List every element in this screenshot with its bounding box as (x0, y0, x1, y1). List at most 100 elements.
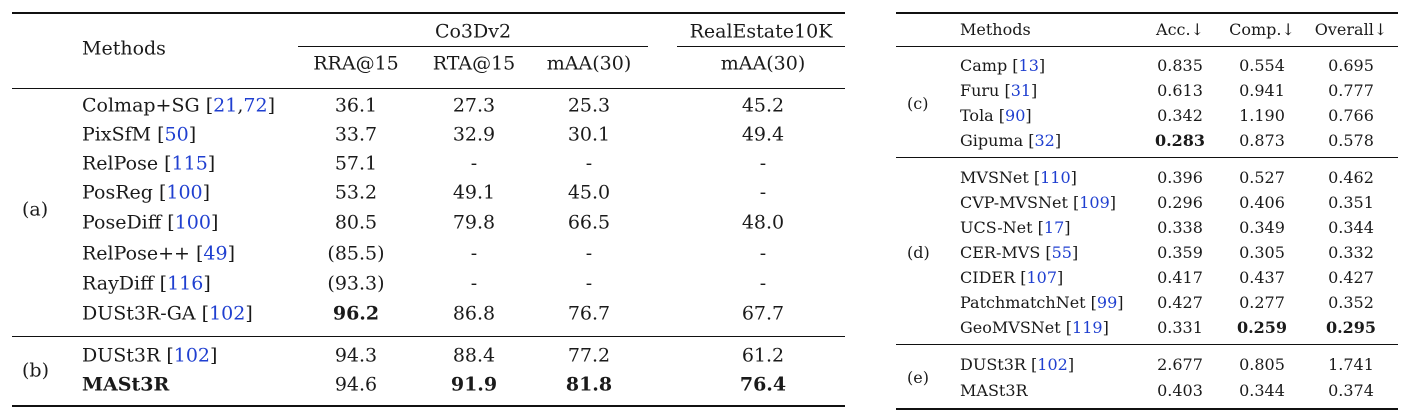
value-cell: 33.7 (334, 123, 378, 146)
method-label: MVSNet (960, 168, 1029, 187)
method-name: CVP-MVSNet [109] (960, 195, 1116, 211)
top-rule (12, 12, 845, 14)
value-cell: - (470, 152, 478, 175)
value-cell: (85.5) (327, 242, 385, 265)
method-label: UCS-Net (960, 218, 1033, 237)
method-name: MVSNet [110] (960, 170, 1077, 186)
bracket-close: ] (1070, 168, 1077, 187)
method-label: Colmap+SG (82, 94, 200, 117)
bracket-open: [ (158, 152, 172, 175)
citation-link: 115 (171, 152, 208, 175)
bracket-open: [ (1028, 168, 1041, 187)
value-cell: 45.0 (567, 181, 611, 204)
value-cell: 0.427 (1328, 268, 1374, 287)
method-name: CIDER [107] (960, 270, 1063, 286)
value-cell: 94.6 (334, 373, 378, 396)
value-cell: 0.305 (1239, 243, 1285, 262)
citation-link: 90 (1005, 106, 1026, 125)
value-cell: 0.613 (1157, 81, 1203, 100)
method-label: PosReg (82, 181, 153, 204)
value-cell: - (585, 152, 593, 175)
value-cell: 0.349 (1239, 218, 1285, 237)
value-cell: 91.9 (450, 373, 498, 396)
value-cell: 80.5 (334, 211, 378, 234)
method-label: Tola (960, 106, 994, 125)
citation-link: 21 (213, 94, 238, 117)
value-cell: 77.2 (567, 344, 611, 367)
value-cell: 0.342 (1157, 106, 1203, 125)
method-label: PatchmatchNet (960, 293, 1086, 312)
method-name: RelPose [115] (82, 152, 216, 175)
column-header: mAA(30) (546, 52, 632, 75)
value-cell: 79.8 (452, 211, 496, 234)
citation-link: 72 (243, 94, 268, 117)
method-label: GeoMVSNet (960, 318, 1061, 337)
group-rule-2 (896, 344, 1398, 345)
bracket-open: [ (1060, 318, 1073, 337)
method-name: Furu [31] (960, 83, 1037, 99)
citation-link: 102 (173, 344, 211, 367)
method-name: UCS-Net [17] (960, 220, 1071, 236)
value-cell: 48.0 (741, 211, 785, 234)
value-cell: 32.9 (452, 123, 496, 146)
citation-link: 107 (1026, 268, 1057, 287)
bracket-close: ] (1067, 355, 1075, 374)
bracket-open: [ (195, 302, 210, 325)
method-label: PoseDiff (82, 211, 168, 234)
bracket-close: ] (188, 123, 197, 146)
methods-header: Methods (82, 37, 166, 60)
citation-link: 49 (203, 242, 228, 265)
method-label: CER-MVS (960, 243, 1041, 262)
bottom-rule (12, 405, 845, 407)
value-cell: 96.2 (332, 302, 380, 325)
realestate10k-header: RealEstate10K (689, 20, 833, 43)
method-label: CVP-MVSNet (960, 193, 1068, 212)
value-cell: 0.283 (1154, 131, 1206, 150)
citation-link: 55 (1051, 243, 1072, 262)
method-name: PixSfM [50] (82, 123, 197, 146)
method-name: RelPose++ [49] (82, 242, 235, 265)
bracket-close: ] (1102, 318, 1109, 337)
value-cell: 49.4 (741, 123, 785, 146)
bracket-close: ] (1064, 218, 1071, 237)
method-name: Colmap+SG [21,72] (82, 94, 275, 117)
method-name: DUSt3R [102] (82, 344, 217, 367)
value-cell: 0.374 (1328, 381, 1374, 400)
value-cell: 30.1 (567, 123, 611, 146)
value-cell: 94.3 (334, 344, 378, 367)
value-cell: 81.8 (565, 373, 613, 396)
top-rule (896, 12, 1398, 14)
bracket-close: ] (245, 302, 253, 325)
co3dv2-header: Co3Dv2 (434, 20, 512, 43)
value-cell: 61.2 (741, 344, 785, 367)
value-cell: 0.406 (1239, 193, 1285, 212)
value-cell: 0.835 (1157, 56, 1203, 75)
value-cell: 0.359 (1157, 243, 1203, 262)
value-cell: 2.677 (1157, 355, 1203, 374)
bracket-close: ] (1117, 293, 1124, 312)
value-cell: - (585, 242, 593, 265)
value-cell: 1.741 (1328, 355, 1374, 374)
group-rule-1 (896, 157, 1398, 158)
bracket-close: ] (1025, 106, 1032, 125)
bracket-open: [ (1067, 193, 1080, 212)
method-name: Tola [90] (960, 108, 1032, 124)
bracket-open: [ (189, 242, 204, 265)
value-cell: 0.777 (1328, 81, 1374, 100)
value-cell: 0.277 (1239, 293, 1285, 312)
method-label: Furu (960, 81, 1000, 100)
value-cell: 53.2 (334, 181, 378, 204)
value-cell: 0.805 (1239, 355, 1285, 374)
column-header: RRA@15 (313, 52, 399, 75)
value-cell: 27.3 (452, 94, 496, 117)
methods-header: Methods (960, 20, 1031, 39)
bracket-close: ] (210, 211, 219, 234)
bracket-close: ] (207, 152, 216, 175)
column-header: Overall↓ (1314, 20, 1388, 39)
value-cell: 0.695 (1328, 56, 1374, 75)
bracket-close: ] (1054, 131, 1062, 150)
value-cell: 0.578 (1328, 131, 1374, 150)
method-name: GeoMVSNet [119] (960, 320, 1109, 336)
value-cell: 0.338 (1157, 218, 1203, 237)
method-name: PoseDiff [100] (82, 211, 219, 234)
